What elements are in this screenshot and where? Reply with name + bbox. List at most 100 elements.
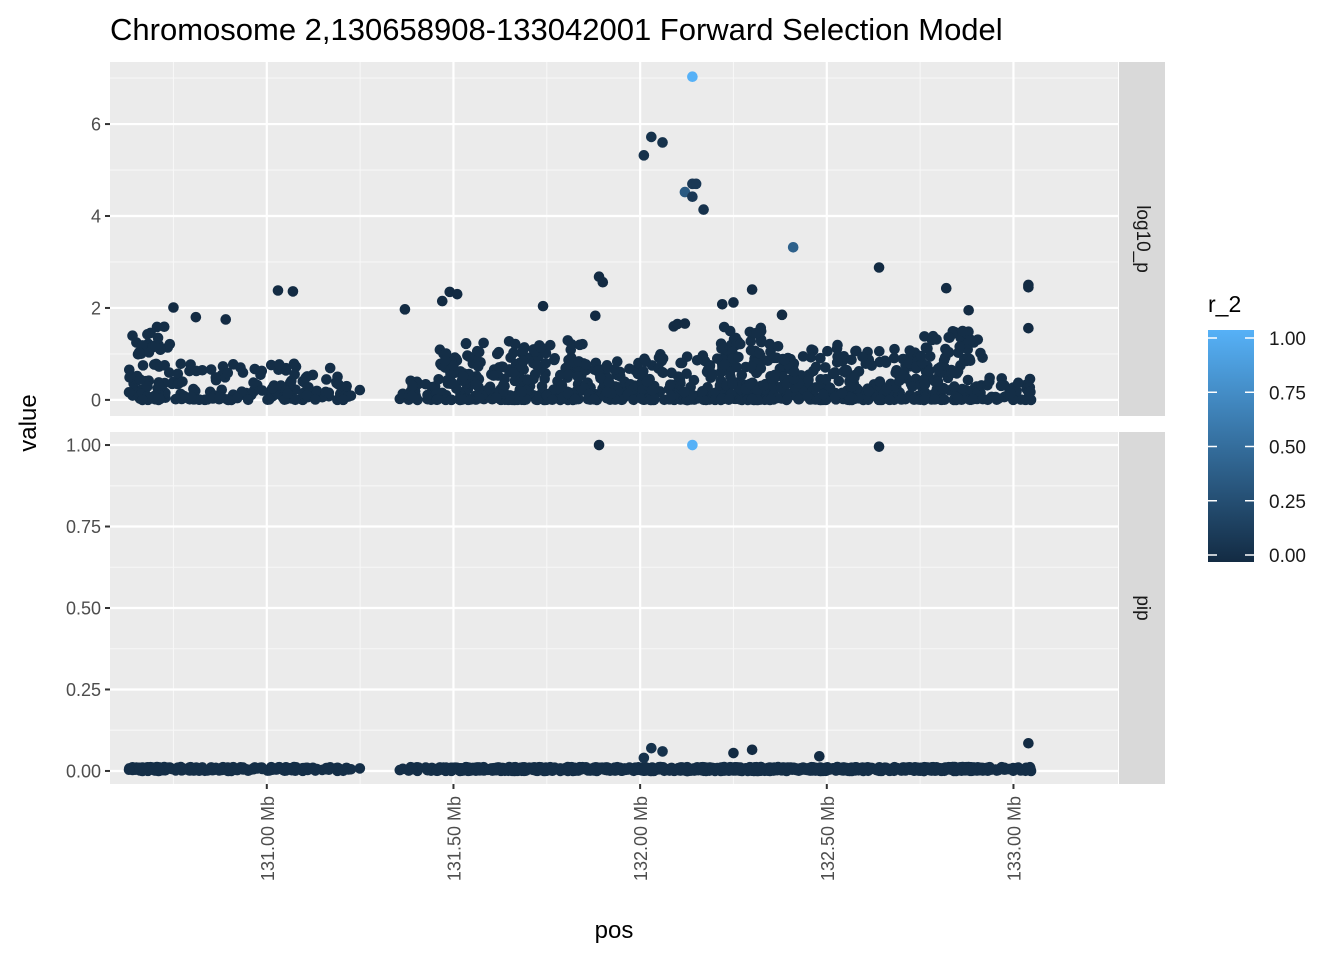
data-point (715, 338, 727, 349)
data-point (884, 394, 895, 406)
data-point (846, 354, 857, 366)
data-point (569, 394, 581, 405)
data-point (718, 321, 730, 333)
data-point (954, 341, 966, 352)
data-point (758, 380, 770, 391)
data-point (1024, 765, 1036, 776)
data-point (242, 394, 254, 406)
data-point (152, 360, 163, 371)
data-point (924, 351, 936, 362)
y-tick-label: 0.50 (66, 599, 101, 619)
facet-strip (1119, 62, 1165, 416)
data-point (944, 332, 955, 343)
data-point (967, 765, 979, 776)
data-point (805, 351, 817, 363)
data-point-highlight (590, 310, 601, 322)
facet-panel-pip: 0.00 0.25 0.50 0.75 1.00 pip (66, 432, 1165, 784)
data-point (507, 367, 519, 379)
data-point (686, 764, 698, 775)
data-point (601, 763, 613, 775)
data-point (611, 356, 623, 367)
facet-strip (1119, 432, 1165, 784)
data-point (691, 354, 703, 366)
data-point (888, 352, 900, 364)
data-point-highlight (1023, 279, 1034, 291)
data-point (420, 378, 432, 390)
data-point (841, 364, 853, 376)
data-point (863, 385, 875, 397)
data-point (263, 394, 275, 405)
data-point-highlight (698, 204, 709, 215)
legend-tick-label: 1.00 (1269, 329, 1306, 350)
data-point (679, 764, 690, 775)
data-point (193, 765, 205, 776)
data-point-highlight (746, 284, 758, 295)
data-point (124, 364, 135, 376)
data-point (995, 380, 1007, 392)
data-point (822, 345, 833, 357)
data-point (145, 327, 156, 339)
data-point (337, 765, 349, 777)
data-point (595, 372, 606, 384)
data-point (337, 394, 349, 406)
data-point (857, 762, 868, 773)
data-point-highlight (436, 295, 448, 307)
data-point (781, 393, 793, 405)
data-point (952, 392, 964, 404)
data-point-highlight (657, 746, 668, 757)
data-point (535, 761, 547, 773)
data-point (967, 393, 979, 405)
data-point (624, 363, 635, 375)
data-point (751, 327, 762, 339)
data-point-highlight (646, 131, 657, 143)
data-point-highlight (728, 297, 739, 308)
data-point-highlight (593, 439, 605, 451)
data-point (580, 359, 592, 370)
data-point (904, 345, 916, 356)
data-point (472, 361, 484, 372)
data-point (896, 394, 907, 405)
data-point (1005, 388, 1017, 399)
data-point (832, 339, 843, 351)
data-point (918, 394, 930, 406)
data-point (488, 370, 499, 381)
data-point (664, 379, 676, 390)
data-point-highlight (746, 744, 758, 756)
data-point (282, 388, 293, 399)
data-point-highlight (638, 150, 650, 161)
data-point (562, 335, 574, 346)
data-point (531, 359, 543, 371)
y-tick-label: 0.00 (66, 761, 101, 781)
x-tick-label: 133.00 Mb (1004, 796, 1024, 881)
data-point (993, 764, 1004, 776)
data-point (624, 762, 635, 773)
data-point (932, 376, 944, 387)
data-point (603, 377, 615, 388)
data-point (751, 761, 762, 773)
data-point (675, 357, 686, 369)
data-point (727, 378, 738, 390)
data-point (943, 762, 955, 774)
data-point (984, 376, 995, 387)
data-point (962, 374, 974, 386)
data-point (767, 373, 779, 384)
data-point (310, 394, 321, 405)
data-point (257, 385, 268, 396)
data-point-highlight (287, 286, 299, 297)
data-point (300, 762, 312, 774)
data-point (311, 385, 323, 397)
data-point (831, 762, 843, 774)
data-point (746, 393, 758, 405)
data-point-highlight (787, 241, 799, 253)
legend-title: r_2 (1208, 291, 1241, 317)
data-point (601, 386, 613, 398)
data-point (354, 384, 366, 396)
data-point (153, 380, 165, 391)
data-point (214, 764, 226, 776)
data-point (267, 763, 278, 775)
data-point (920, 342, 932, 354)
data-point (772, 341, 784, 352)
data-point (517, 355, 529, 367)
facet-strip-label: pip (1132, 595, 1153, 620)
data-point (517, 345, 529, 357)
